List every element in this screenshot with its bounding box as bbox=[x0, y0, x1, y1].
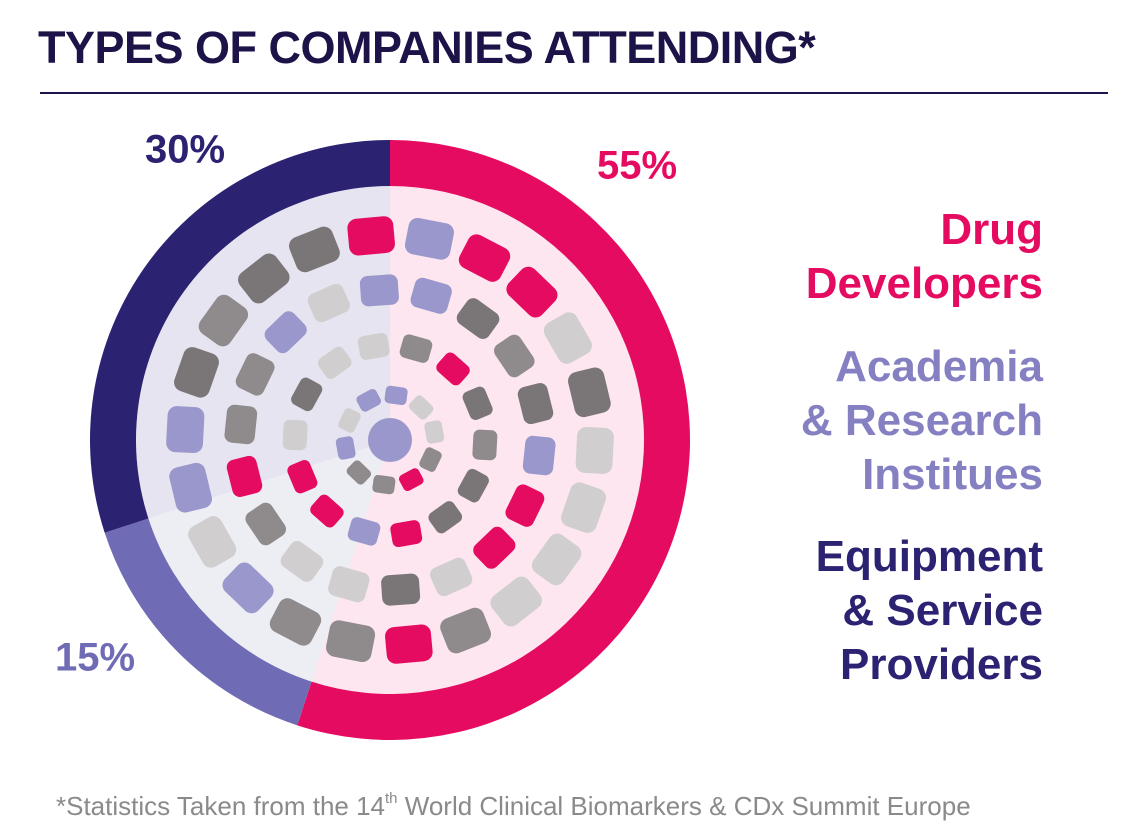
decor-tile bbox=[372, 474, 396, 495]
decor-tile bbox=[280, 540, 324, 582]
decor-tile bbox=[430, 557, 473, 597]
decor-tile bbox=[568, 367, 611, 418]
decor-tile bbox=[328, 566, 370, 603]
decor-tile bbox=[269, 598, 322, 646]
decor-tile bbox=[575, 426, 614, 474]
decor-tile bbox=[385, 624, 433, 664]
decor-tile bbox=[288, 226, 340, 273]
decor-tile bbox=[506, 266, 558, 318]
decor-center bbox=[368, 418, 412, 462]
decor-tile bbox=[456, 298, 500, 340]
decor-tile bbox=[458, 234, 511, 282]
legend-label: Drug Developers bbox=[805, 205, 1043, 308]
decor-tile bbox=[346, 460, 372, 485]
donut-segment bbox=[104, 518, 312, 726]
value-label: 55% bbox=[597, 144, 677, 188]
value-label: 15% bbox=[55, 636, 135, 680]
decor-tile bbox=[264, 311, 307, 354]
decor-tile bbox=[561, 482, 606, 533]
decor-tile bbox=[436, 352, 470, 386]
decor-tile bbox=[347, 216, 395, 256]
donut-segment bbox=[89, 140, 390, 533]
decor-tile bbox=[359, 274, 399, 307]
decor-tile bbox=[505, 484, 545, 527]
decor-tile bbox=[335, 436, 356, 460]
decor-tile bbox=[338, 408, 361, 433]
decor-tile bbox=[166, 406, 205, 454]
footnote: *Statistics Taken from the 14th World Cl… bbox=[56, 790, 971, 822]
decor-tile bbox=[287, 460, 318, 494]
decor-tile bbox=[222, 562, 274, 614]
decor-tile bbox=[390, 520, 423, 548]
decor-tile bbox=[517, 383, 554, 425]
decor-tile bbox=[381, 573, 421, 606]
decor-tile bbox=[522, 435, 556, 476]
decor-tile bbox=[326, 620, 376, 663]
decor-tile bbox=[198, 294, 249, 347]
decor-tile bbox=[490, 576, 542, 627]
decor-tile bbox=[428, 501, 463, 534]
footnote-text: World Clinical Biomarkers & CDx Summit E… bbox=[397, 791, 971, 821]
decor-tile bbox=[410, 277, 452, 314]
decor-tile bbox=[317, 346, 352, 379]
decor-tile bbox=[238, 253, 290, 304]
decor-tile bbox=[408, 395, 434, 420]
footnote-sup: th bbox=[385, 790, 398, 807]
decor-tile bbox=[307, 283, 350, 323]
decor-tile bbox=[174, 347, 219, 398]
decor-tile bbox=[424, 420, 445, 444]
decor-tile bbox=[398, 468, 424, 492]
value-label: 30% bbox=[145, 128, 225, 172]
decor-tile bbox=[419, 447, 442, 472]
decor-tile bbox=[291, 377, 323, 412]
decor-tile bbox=[188, 516, 237, 568]
decor-tile bbox=[404, 217, 454, 260]
decor-tile bbox=[384, 385, 408, 406]
decor-tile bbox=[462, 386, 493, 420]
decor-tile bbox=[226, 455, 263, 497]
decor-tile bbox=[235, 353, 275, 396]
footnote-text: *Statistics Taken from the 14 bbox=[56, 791, 386, 821]
decor-tile bbox=[473, 526, 516, 569]
decor-tile bbox=[356, 388, 382, 412]
decor-tile bbox=[169, 462, 212, 513]
decor-tile bbox=[440, 607, 492, 654]
decor-tile bbox=[457, 468, 489, 503]
decor-tile bbox=[357, 332, 390, 360]
decor-tile bbox=[493, 334, 535, 378]
decor-tile bbox=[472, 429, 498, 461]
chart-title: TYPES OF COMPANIES ATTENDING* bbox=[38, 22, 816, 73]
legend-label: Academia & Research Institues bbox=[800, 342, 1043, 499]
decor-tile bbox=[399, 334, 433, 363]
decor-tile bbox=[531, 533, 582, 586]
decor-tile bbox=[310, 494, 344, 528]
decor-tile bbox=[347, 517, 381, 546]
legend-label: Equipment & Service Providers bbox=[815, 532, 1043, 689]
decor-tile bbox=[245, 502, 287, 546]
decor-tile bbox=[224, 404, 258, 445]
decor-tile bbox=[543, 312, 592, 364]
decor-tile bbox=[282, 419, 308, 451]
